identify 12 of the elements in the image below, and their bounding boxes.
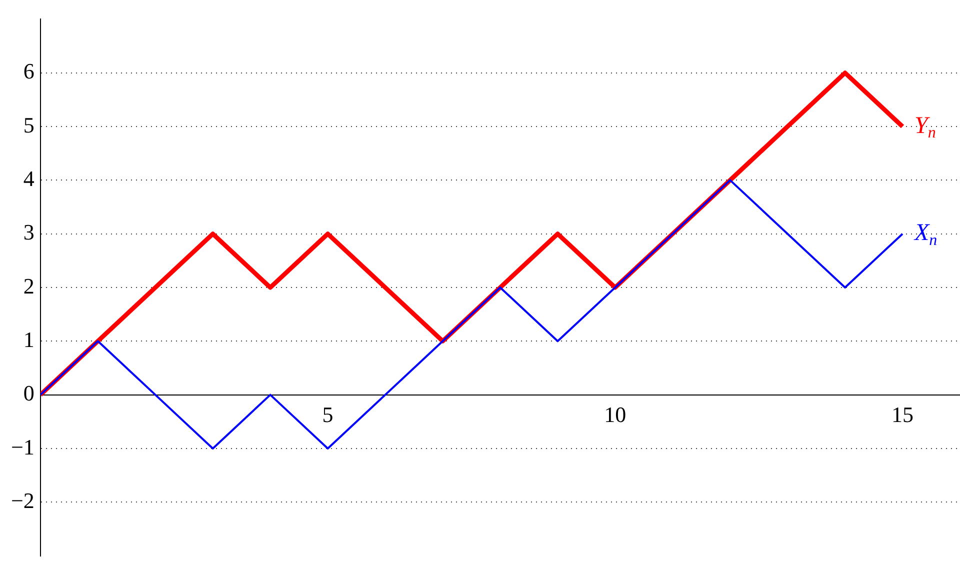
y-tick-label: 3 [23,220,34,245]
y-tick-label: 2 [23,273,34,298]
y-tick-label: 4 [23,166,34,191]
y-tick-label: −1 [10,434,34,460]
y-tick-label: 5 [23,112,34,138]
y-tick-label: 1 [23,326,34,352]
y-tick-label: −2 [10,488,34,513]
x-tick-label: 5 [322,402,334,427]
x-tick-label: 15 [892,402,914,427]
x-tick-label: 10 [604,402,626,427]
y-tick-label: 0 [23,380,34,406]
y-tick-label: 6 [23,58,34,84]
